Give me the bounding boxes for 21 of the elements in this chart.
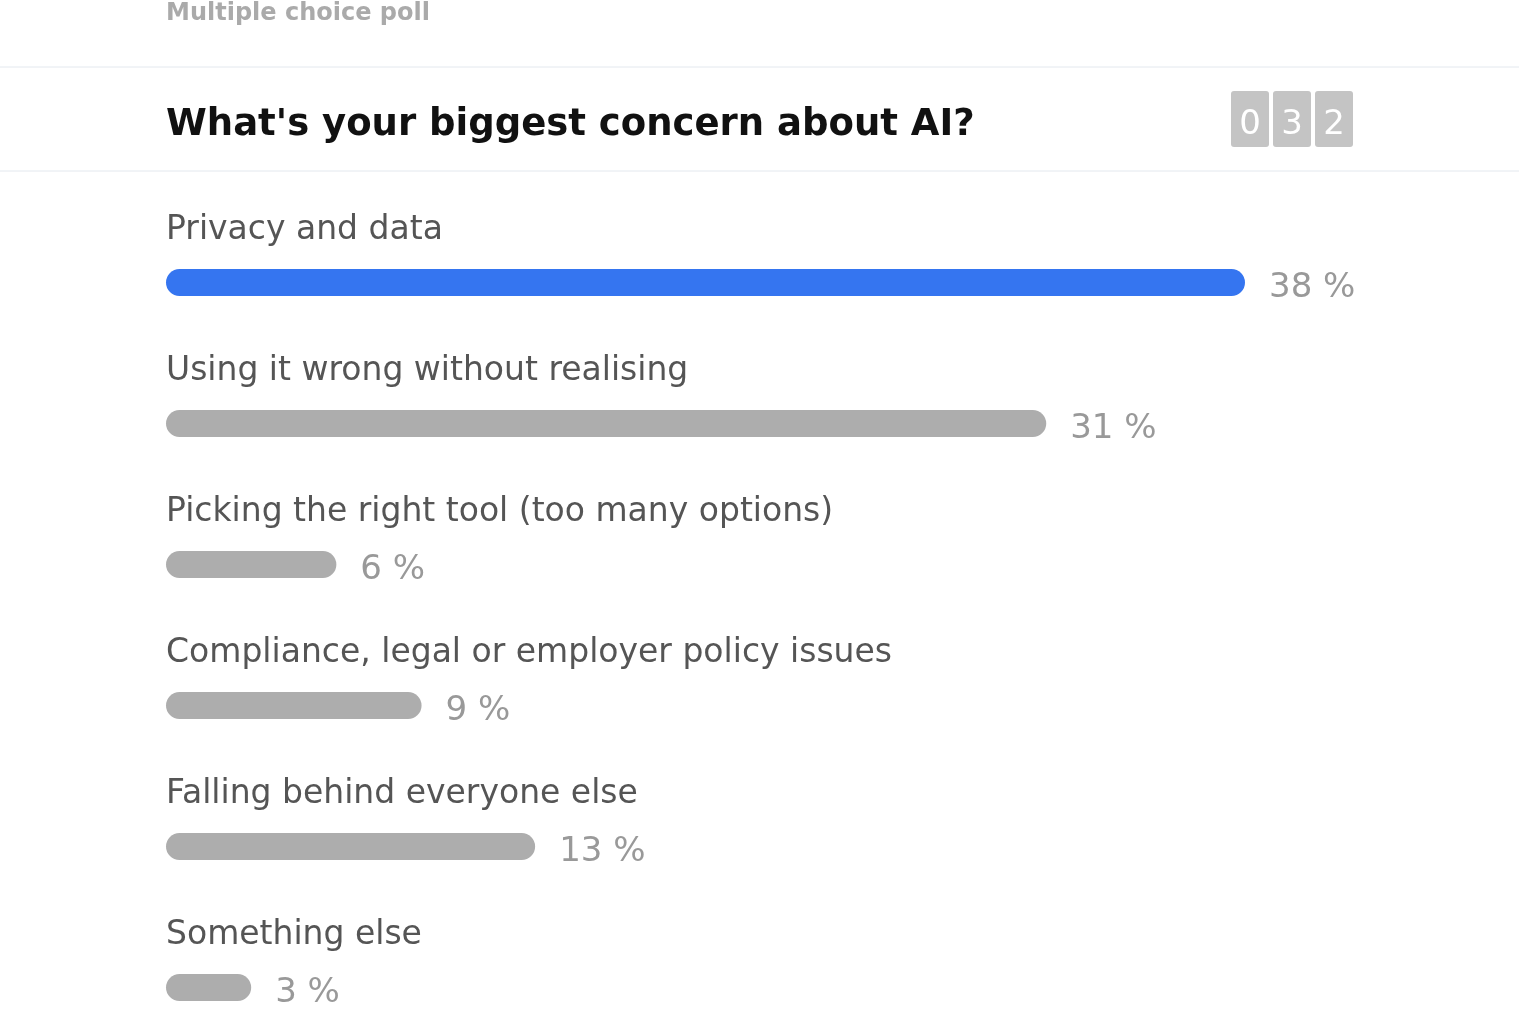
data-label: 31 % — [1070, 406, 1157, 446]
chart-title: What's your biggest concern about AI? — [166, 101, 975, 144]
data-label: 38 % — [1269, 265, 1356, 305]
y-tick-label: Privacy and data — [166, 208, 443, 247]
text: 032 — [1239, 102, 1366, 142]
chart-subtitle: Multiple choice poll — [166, 0, 430, 26]
data-label: 13 % — [559, 829, 646, 869]
data-label: 6 % — [360, 547, 426, 587]
data-label: 9 % — [445, 688, 511, 728]
bar — [166, 692, 422, 719]
y-tick-label: Compliance, legal or employer policy issues — [166, 631, 893, 670]
y-tick-label: Picking the right tool (too many options) — [166, 490, 834, 529]
bar — [166, 974, 252, 1001]
bar — [166, 833, 536, 860]
y-tick-label: Falling behind everyone else — [166, 772, 638, 811]
bar — [166, 551, 337, 578]
bar — [166, 269, 1245, 296]
y-tick-label: Something else — [166, 913, 422, 952]
bar — [166, 410, 1047, 437]
data-label: 3 % — [275, 970, 340, 1010]
y-tick-label: Using it wrong without realising — [166, 349, 689, 388]
